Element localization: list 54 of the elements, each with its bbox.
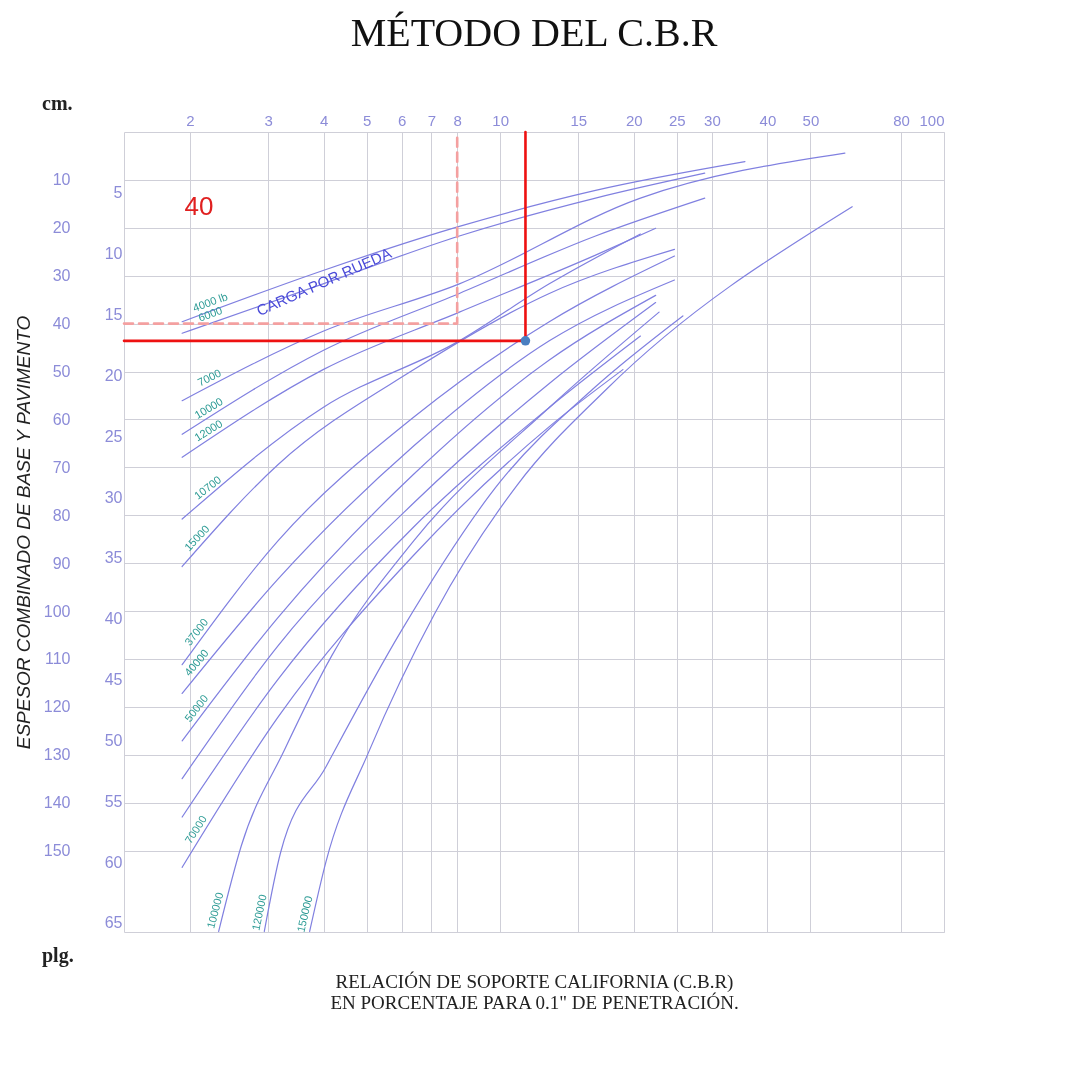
y-tick-label: 110: [44, 650, 71, 668]
text: 120000: [249, 893, 269, 932]
text: 7000: [195, 366, 223, 389]
y2-tick-label: 30: [104, 488, 123, 506]
x-tick-label: 80: [893, 111, 910, 129]
y-tick-label: 150: [43, 842, 71, 860]
y-tick-label: 30: [52, 267, 71, 285]
y2-tick-label: 20: [104, 366, 123, 384]
x-tick-label: 5: [362, 111, 372, 129]
y-tick-label: 80: [52, 506, 71, 524]
x-tick-label: 25: [668, 111, 686, 129]
x-tick-label: 40: [759, 111, 777, 129]
y-tick-label: 120: [43, 698, 71, 716]
y2-tick-label: 55: [104, 792, 123, 810]
x-tick-label: 10: [492, 111, 510, 129]
x-tick-label: 15: [570, 111, 588, 129]
y-tick-label: 20: [52, 219, 71, 237]
y2-tick-label: 45: [104, 671, 123, 689]
y-tick-label: 70: [52, 458, 71, 476]
x-tick-label: 8: [453, 111, 462, 129]
y2-tick-label: 40: [104, 610, 123, 628]
x-tick-label: 100: [919, 111, 945, 129]
x-tick-label: 20: [625, 111, 643, 129]
text: 150000: [294, 894, 315, 934]
y2-tick-label: 35: [104, 549, 123, 567]
y2-tick-label: 15: [104, 306, 123, 324]
y-tick-label: 100: [43, 602, 71, 620]
x-tick-label: 4: [319, 111, 329, 129]
x-tick-label: 6: [398, 111, 407, 129]
y-tick-label: 50: [52, 363, 71, 381]
x-tick-label: 7: [427, 111, 437, 129]
y2-tick-label: 25: [104, 427, 123, 445]
y-axis-title: ESPESOR COMBINADO DE BASE Y PAVIMENTO: [12, 315, 34, 750]
annotation: 40: [184, 191, 214, 221]
y2-tick-label: 10: [104, 245, 123, 263]
text: 100000: [204, 891, 226, 930]
y-tick-label: 140: [43, 794, 71, 812]
y2-tick-label: 5: [113, 184, 123, 202]
text: plg.: [42, 944, 74, 967]
y2-tick-label: 60: [104, 853, 123, 871]
x-tick-label: 2: [186, 111, 195, 129]
y-tick-label: 60: [52, 410, 71, 428]
y2-tick-label: 50: [104, 731, 123, 749]
y-tick-label: 90: [52, 554, 71, 572]
y-tick-label: 130: [43, 746, 71, 764]
chart-title: MÉTODO DEL C.B.R: [350, 10, 718, 55]
y2-tick-label: 65: [104, 914, 123, 932]
text: cm.: [42, 92, 73, 114]
x-tick-label: 3: [264, 111, 273, 129]
x-axis-title: RELACIÓN DE SOPORTE CALIFORNIA (C.B.R) EN PORCENTAJE PARA 0.1" DE PENETRACIÓN.: [330, 970, 739, 1013]
y-tick-label: 40: [52, 315, 71, 333]
x-tick-label: 30: [704, 111, 721, 129]
x-tick-label: 50: [802, 111, 820, 129]
y-tick-label: 10: [52, 171, 71, 189]
